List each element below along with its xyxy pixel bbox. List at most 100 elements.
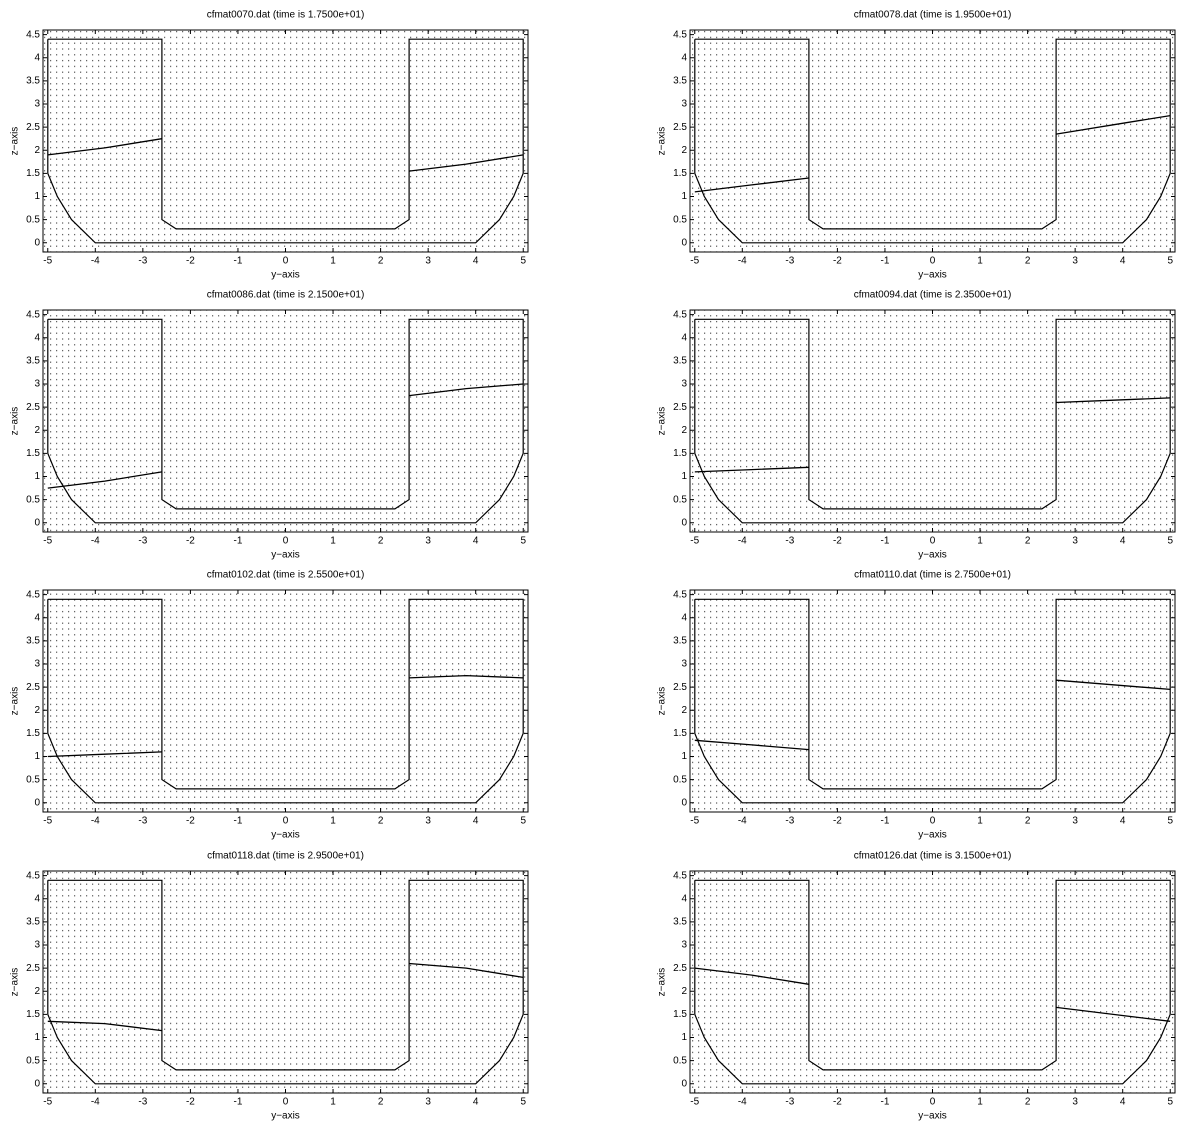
y-tick-label: 2.5 [673,682,687,693]
vector-field [43,871,528,1093]
x-axis-label: y−axis [271,270,300,281]
y-tick-label: 1 [34,751,40,762]
y-tick-label: 3 [681,379,687,390]
container-outline [47,879,524,1085]
x-tick-label: 5 [520,1097,526,1108]
y-tick-label: 3.5 [673,636,687,647]
y-tick-label: 3 [681,99,687,110]
x-tick-label: 0 [283,256,289,267]
y-tick-label: 2 [34,705,40,716]
y-tick-label: 2.5 [26,682,40,693]
free-surface [1056,1006,1171,1022]
y-tick-label: 4.5 [26,589,40,600]
x-tick-label: 1 [977,816,983,827]
y-tick-label: 0.5 [26,774,40,785]
y-tick-label: 1.5 [673,728,687,739]
chart-title: cfmat0102.dat (time is 2.5500e+01) [207,570,365,581]
x-tick-label: -3 [785,1097,794,1108]
free-surface [1056,679,1171,691]
chart-title: cfmat0094.dat (time is 2.3500e+01) [854,290,1012,301]
y-tick-label: 4 [681,332,687,343]
container-outline [694,318,1171,524]
x-tick-label: 5 [1167,816,1173,827]
x-tick-label: 4 [473,1097,479,1108]
y-tick-label: 3 [34,99,40,110]
y-tick-label: 2.5 [26,402,40,413]
x-tick-label: 0 [930,256,936,267]
x-tick-label: 2 [1025,536,1031,547]
container-outline [694,38,1171,244]
y-tick-label: 3.5 [26,636,40,647]
subplot: cfmat0110.dat (time is 2.7500e+01) y−axis… [657,570,1176,841]
subplot: cfmat0086.dat (time is 2.1500e+01) y−axis… [10,290,529,561]
y-axis-label: z−axis [657,968,668,997]
x-tick-label: -5 [43,1097,52,1108]
container-outline [694,879,1171,1085]
y-axis-label: z−axis [657,687,668,716]
x-tick-label: -3 [138,1097,147,1108]
y-tick-label: 2.5 [26,963,40,974]
vector-field [690,590,1175,812]
x-tick-label: 1 [330,1097,336,1108]
y-tick-label: 4.5 [26,870,40,881]
subplot: cfmat0118.dat (time is 2.9500e+01) y−axis… [10,851,529,1122]
x-tick-label: 1 [977,536,983,547]
x-tick-label: -2 [833,536,842,547]
x-tick-label: 2 [1025,256,1031,267]
y-tick-label: 0 [34,237,40,248]
y-tick-label: 1 [34,471,40,482]
vector-field [43,310,528,532]
free-surface [47,471,163,489]
x-tick-label: -2 [186,536,195,547]
x-tick-label: 2 [1025,1097,1031,1108]
x-tick-label: -1 [233,1097,242,1108]
x-tick-label: 5 [1167,1097,1173,1108]
y-tick-label: 4.5 [673,29,687,40]
y-tick-label: 0.5 [26,494,40,505]
x-tick-label: -3 [138,536,147,547]
y-tick-label: 2.5 [673,963,687,974]
x-tick-label: 4 [473,256,479,267]
x-tick-label: -2 [833,1097,842,1108]
container-outline [47,598,524,804]
y-tick-label: 1.5 [673,1009,687,1020]
y-tick-label: 0 [34,797,40,808]
x-tick-label: 1 [977,256,983,267]
x-tick-label: -1 [880,1097,889,1108]
x-tick-label: 0 [930,816,936,827]
x-tick-label: 2 [378,256,384,267]
y-tick-label: 0.5 [673,1055,687,1066]
free-surface [409,962,524,979]
y-tick-label: 0.5 [26,214,40,225]
x-tick-label: -3 [785,536,794,547]
x-tick-label: 2 [378,816,384,827]
y-tick-label: 2 [681,145,687,156]
x-tick-label: -2 [833,816,842,827]
y-axis-label: z−axis [657,127,668,156]
y-tick-label: 4 [34,332,40,343]
y-tick-label: 4 [681,52,687,63]
x-tick-label: -5 [690,1097,699,1108]
y-tick-label: 1.5 [26,1009,40,1020]
y-tick-label: 1 [681,191,687,202]
x-tick-label: -1 [233,536,242,547]
y-tick-label: 4.5 [673,870,687,881]
subplot: cfmat0078.dat (time is 1.9500e+01) y−axis… [657,10,1176,281]
y-tick-label: 1.5 [673,448,687,459]
y-tick-label: 3 [681,659,687,670]
x-tick-label: 5 [520,256,526,267]
x-tick-label: 5 [520,536,526,547]
x-tick-label: -4 [738,536,747,547]
x-tick-label: -5 [690,816,699,827]
y-tick-label: 2 [681,705,687,716]
x-tick-label: 1 [977,1097,983,1108]
vector-field [690,871,1175,1093]
y-tick-label: 3.5 [673,76,687,87]
x-tick-label: 5 [1167,256,1173,267]
x-axis-label: y−axis [918,550,947,561]
x-tick-label: -1 [233,816,242,827]
y-axis-label: z−axis [657,407,668,436]
y-axis-label: z−axis [10,968,21,997]
x-tick-label: 2 [1025,816,1031,827]
x-tick-label: 3 [425,256,431,267]
